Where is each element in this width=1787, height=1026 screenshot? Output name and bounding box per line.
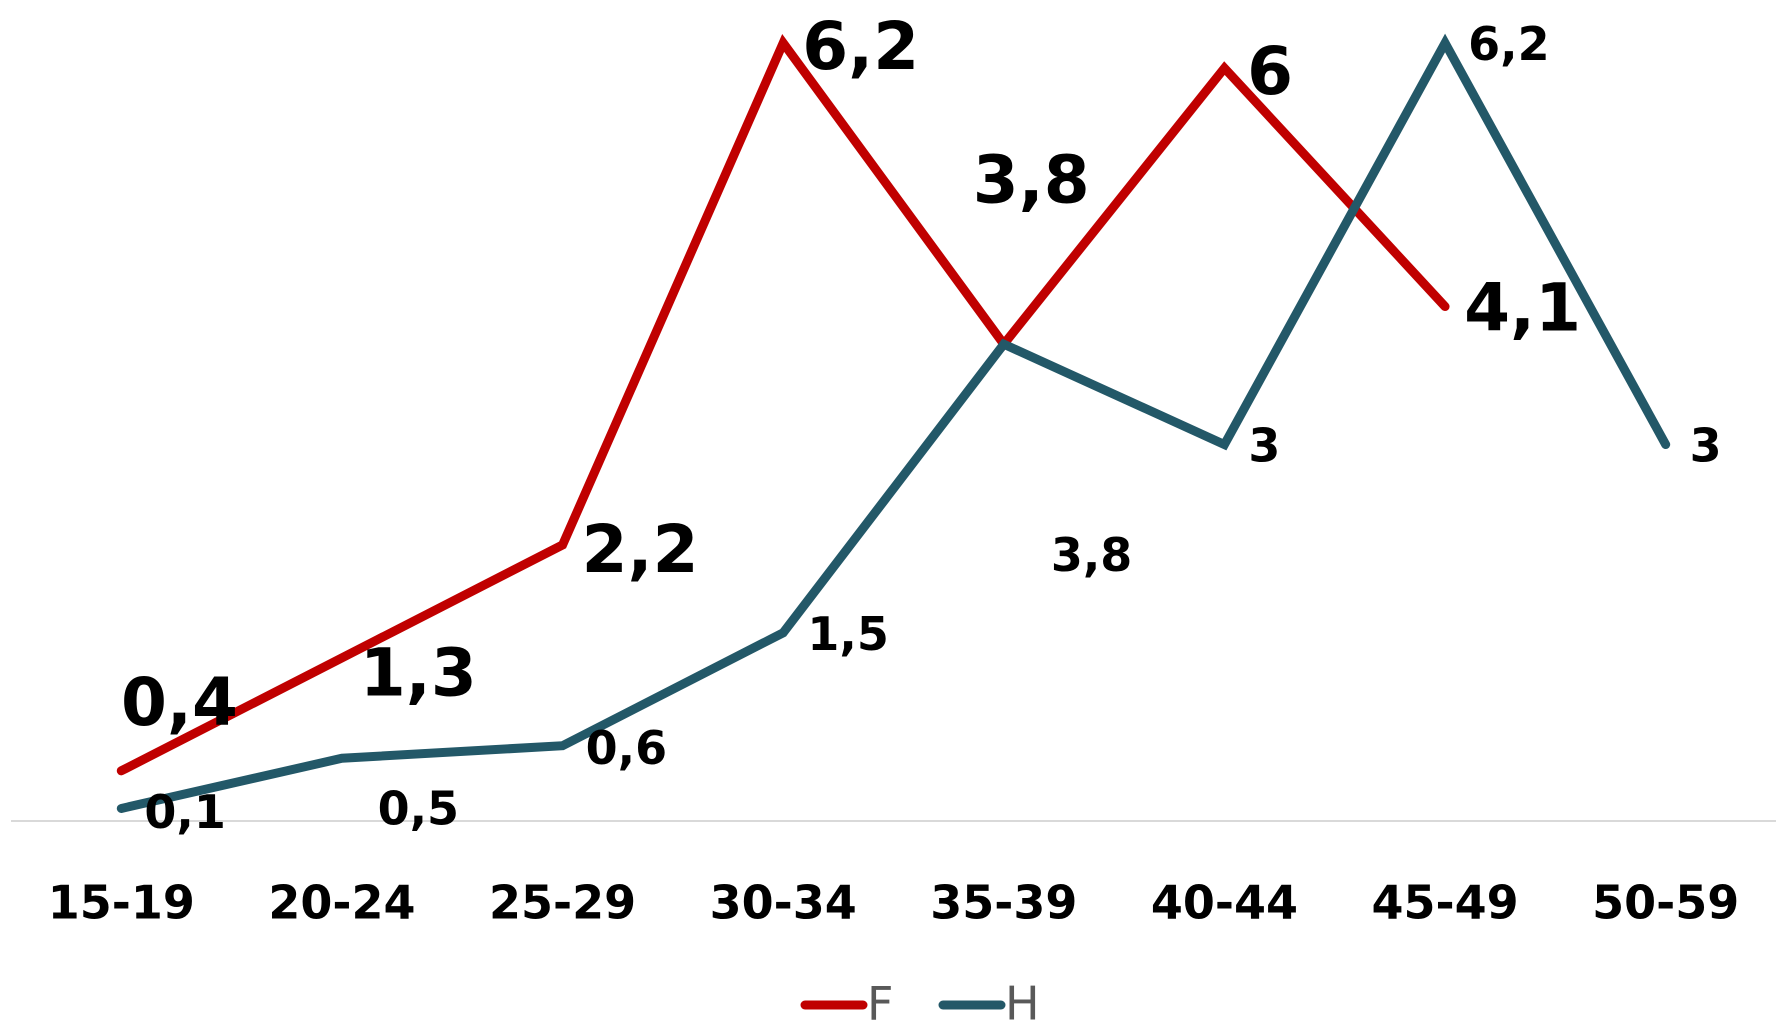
- data-label: 3: [1248, 419, 1280, 473]
- data-label: 2,2: [582, 511, 699, 588]
- series-line: [116, 33, 1671, 813]
- data-label: 0,6: [586, 721, 668, 775]
- x-tick-label: 15-19: [48, 876, 195, 930]
- x-tick-label: 45-49: [1372, 876, 1519, 930]
- legend-label: H: [1005, 977, 1040, 1026]
- data-label: 4,1: [1464, 269, 1581, 346]
- x-tick-label: 30-34: [710, 876, 857, 930]
- data-label: 6: [1247, 33, 1293, 110]
- data-label: 0,5: [378, 781, 460, 835]
- data-label: 0,4: [121, 664, 238, 741]
- x-tick-label: 50-59: [1592, 876, 1739, 930]
- data-label: 1,3: [360, 634, 477, 711]
- x-tick-label: 40-44: [1151, 876, 1298, 930]
- x-tick-label: 25-29: [489, 876, 636, 930]
- x-tick-label: 20-24: [268, 876, 415, 930]
- data-label: 3,8: [1051, 528, 1133, 582]
- data-label: 0,1: [144, 785, 226, 839]
- series-line: [116, 34, 1450, 776]
- legend-label: F: [867, 977, 893, 1026]
- data-label: 1,5: [807, 607, 889, 661]
- data-label: 6,2: [802, 8, 919, 85]
- data-label: 3,8: [973, 142, 1090, 219]
- data-label: 6,2: [1468, 17, 1550, 71]
- data-label: 3: [1690, 419, 1722, 473]
- x-tick-label: 35-39: [930, 876, 1077, 930]
